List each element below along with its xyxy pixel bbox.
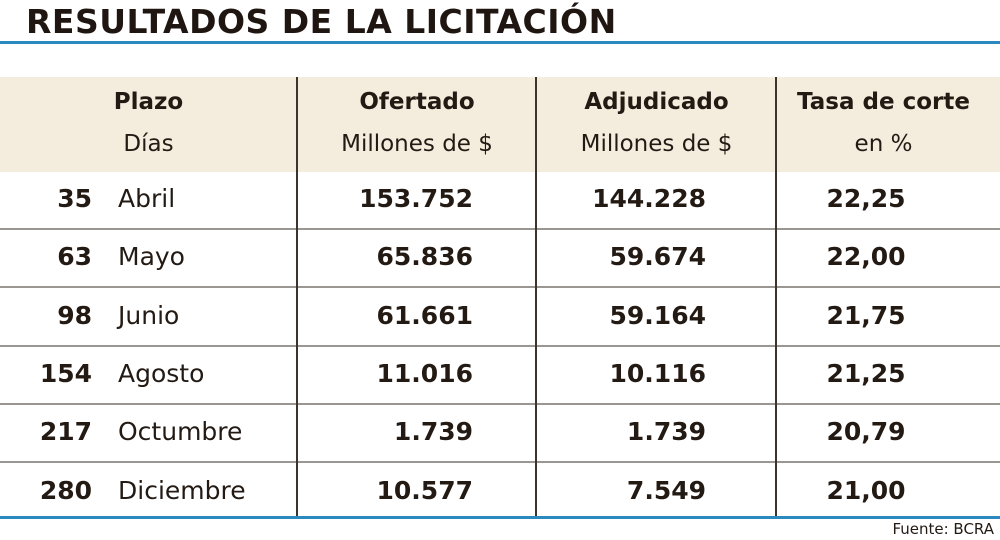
adjudicado-cell: 59.674 — [609, 242, 706, 272]
column-divider — [296, 77, 298, 517]
tasa-cell: 20,79 — [826, 417, 906, 447]
ofertado-cell: 10.577 — [376, 475, 473, 505]
table-row: 98 Junio 61.661 59.164 21,75 — [0, 289, 1000, 347]
bottom-rule — [0, 516, 1000, 519]
tasa-cell: 22,00 — [826, 242, 906, 272]
ofertado-cell: 11.016 — [376, 358, 473, 388]
page-title: RESULTADOS DE LA LICITACIÓN — [26, 2, 617, 41]
days-cell: 217 — [39, 417, 92, 447]
table-header — [0, 77, 1000, 172]
ofertado-cell: 65.836 — [376, 242, 473, 272]
month-cell: Agosto — [118, 358, 205, 388]
adjudicado-cell: 7.549 — [626, 475, 706, 505]
adjudicado-cell: 1.739 — [626, 417, 706, 447]
table-row: 154 Agosto 11.016 10.116 21,25 — [0, 347, 1000, 405]
month-cell: Octumbre — [118, 417, 243, 447]
header-tasa: Tasa de corte en % — [777, 77, 990, 172]
days-cell: 280 — [39, 475, 92, 505]
header-adjudicado: Adjudicado Millones de $ — [537, 77, 776, 172]
ofertado-cell: 1.739 — [393, 417, 473, 447]
header-sublabel: Millones de $ — [580, 131, 733, 157]
adjudicado-cell: 144.228 — [592, 184, 706, 213]
header-label: Ofertado — [359, 89, 475, 115]
table-row: 280 Diciembre 10.577 7.549 21,00 — [0, 464, 1000, 522]
month-cell: Junio — [118, 300, 180, 330]
header-plazo: Plazo Días — [0, 77, 297, 172]
ofertado-cell: 153.752 — [359, 184, 473, 213]
header-sublabel: Días — [123, 131, 174, 157]
source-note: Fuente: BCRA — [892, 520, 994, 538]
header-label: Plazo — [113, 89, 184, 115]
days-cell: 63 — [57, 242, 92, 272]
days-cell: 98 — [57, 300, 92, 330]
header-sublabel: Millones de $ — [341, 131, 493, 157]
table-row: 35 Abril 153.752 144.228 22,25 — [0, 172, 1000, 230]
month-cell: Mayo — [118, 242, 185, 272]
adjudicado-cell: 10.116 — [609, 358, 706, 388]
tasa-cell: 21,25 — [826, 358, 906, 388]
month-cell: Diciembre — [118, 475, 246, 505]
ofertado-cell: 61.661 — [376, 300, 473, 330]
header-sublabel: en % — [854, 131, 913, 157]
title-rule — [0, 41, 1000, 44]
header-ofertado: Ofertado Millones de $ — [298, 77, 536, 172]
adjudicado-cell: 59.164 — [609, 300, 706, 330]
header-label: Adjudicado — [584, 89, 729, 115]
table-row: 63 Mayo 65.836 59.674 22,00 — [0, 230, 1000, 289]
days-cell: 35 — [57, 184, 92, 213]
month-cell: Abril — [118, 184, 176, 213]
tasa-cell: 21,75 — [826, 300, 906, 330]
tasa-cell: 22,25 — [826, 184, 906, 213]
header-label: Tasa de corte — [797, 89, 970, 115]
column-divider — [535, 77, 537, 517]
days-cell: 154 — [39, 358, 92, 388]
table-row: 217 Octumbre 1.739 1.739 20,79 — [0, 405, 1000, 464]
tasa-cell: 21,00 — [826, 475, 906, 505]
column-divider — [775, 77, 777, 517]
